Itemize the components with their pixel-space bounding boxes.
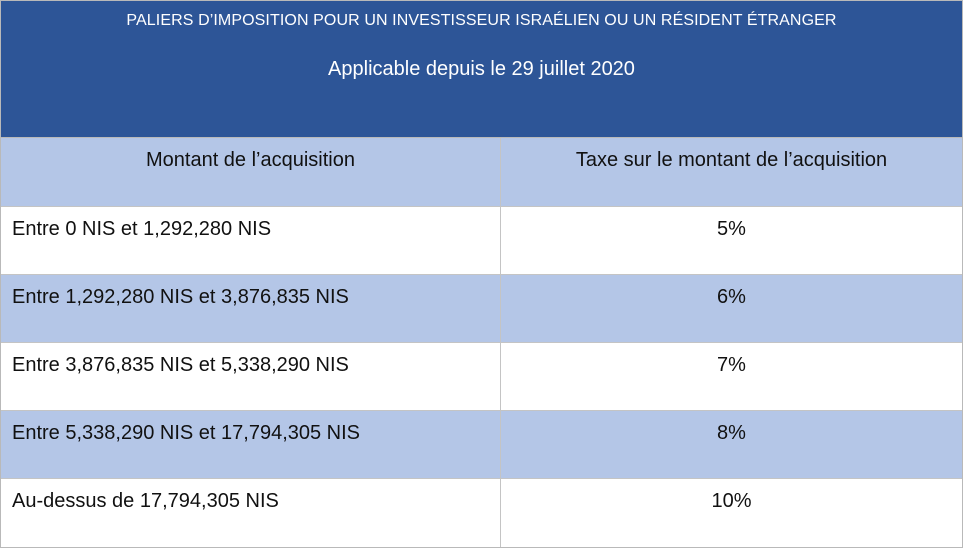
table-subtitle: Applicable depuis le 29 juillet 2020 bbox=[328, 58, 635, 80]
column-header-tax: Taxe sur le montant de l’acquisition bbox=[501, 138, 962, 206]
range-cell: Entre 0 NIS et 1,292,280 NIS bbox=[1, 207, 501, 274]
table-header-banner: PALIERS D’IMPOSITION POUR UN INVESTISSEU… bbox=[1, 1, 962, 138]
tax-rate-text: 8% bbox=[717, 422, 746, 444]
table-body: Montant de l’acquisition Taxe sur le mon… bbox=[1, 138, 962, 547]
range-cell: Entre 3,876,835 NIS et 5,338,290 NIS bbox=[1, 343, 501, 410]
tax-rate-text: 7% bbox=[717, 354, 746, 376]
column-header-amount: Montant de l’acquisition bbox=[1, 138, 501, 206]
range-text: Entre 1,292,280 NIS et 3,876,835 NIS bbox=[12, 286, 349, 308]
column-header-row: Montant de l’acquisition Taxe sur le mon… bbox=[1, 138, 962, 207]
range-text: Entre 5,338,290 NIS et 17,794,305 NIS bbox=[12, 422, 361, 444]
range-cell: Entre 1,292,280 NIS et 3,876,835 NIS bbox=[1, 275, 501, 342]
table-row: Entre 0 NIS et 1,292,280 NIS 5% bbox=[1, 207, 962, 275]
tax-rate-text: 10% bbox=[711, 490, 752, 512]
table-row: Entre 1,292,280 NIS et 3,876,835 NIS 6% bbox=[1, 275, 962, 343]
range-text: Entre 3,876,835 NIS et 5,338,290 NIS bbox=[12, 354, 349, 376]
table-row: Au-dessus de 17,794,305 NIS 10% bbox=[1, 479, 962, 547]
range-text: Au-dessus de 17,794,305 NIS bbox=[12, 490, 279, 512]
range-text: Entre 0 NIS et 1,292,280 NIS bbox=[12, 218, 272, 240]
tax-rate-text: 5% bbox=[717, 218, 746, 240]
tax-rate-text: 6% bbox=[717, 286, 746, 308]
range-cell: Entre 5,338,290 NIS et 17,794,305 NIS bbox=[1, 411, 501, 478]
table-row: Entre 5,338,290 NIS et 17,794,305 NIS 8% bbox=[1, 411, 962, 479]
tax-cell: 6% bbox=[501, 275, 962, 342]
tax-cell: 5% bbox=[501, 207, 962, 274]
table-title: PALIERS D’IMPOSITION POUR UN INVESTISSEU… bbox=[126, 12, 837, 29]
tax-cell: 7% bbox=[501, 343, 962, 410]
table-row: Entre 3,876,835 NIS et 5,338,290 NIS 7% bbox=[1, 343, 962, 411]
column-header-amount-label: Montant de l’acquisition bbox=[145, 149, 355, 171]
tax-cell: 8% bbox=[501, 411, 962, 478]
tax-cell: 10% bbox=[501, 479, 962, 547]
column-header-tax-label: Taxe sur le montant de l’acquisition bbox=[575, 149, 888, 171]
range-cell: Au-dessus de 17,794,305 NIS bbox=[1, 479, 501, 547]
